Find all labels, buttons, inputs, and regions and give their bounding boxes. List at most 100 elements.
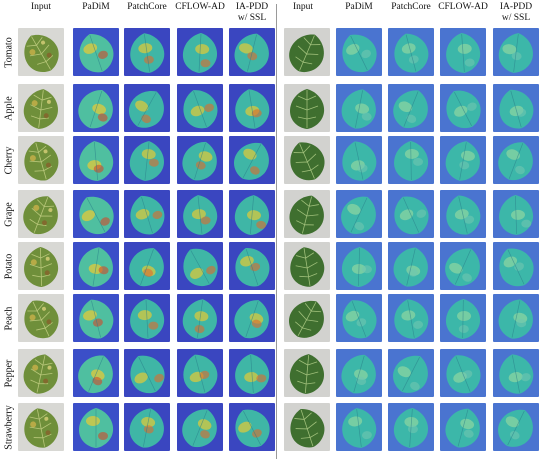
diseased-apple-padim-image xyxy=(73,84,119,132)
healthy-cherry-cflow-ad-image xyxy=(440,136,486,184)
diseased-cherry-input-image xyxy=(18,136,64,184)
healthy-strawberry-cflow-ad-image xyxy=(440,403,486,451)
diseased-strawberry-padim-image xyxy=(73,403,119,451)
row-label-strawberry: Strawberry xyxy=(3,404,15,450)
row-label-cherry: Cherry xyxy=(3,146,15,174)
healthy-potato-input-image xyxy=(284,242,330,290)
column-header-left-4: IA-PDD w/ SSL xyxy=(235,2,269,23)
healthy-grape-padim-image xyxy=(336,190,382,238)
row-label-potato: Potato xyxy=(3,253,15,279)
row-label-tomato: Tomato xyxy=(3,36,15,68)
column-header-right-1: PaDiM xyxy=(345,2,373,12)
diseased-grape-padim-image xyxy=(73,190,119,238)
row-label-peach: Peach xyxy=(3,306,15,330)
healthy-cherry-patchcore-image xyxy=(388,136,434,184)
healthy-apple-padim-image xyxy=(336,84,382,132)
diseased-apple-ia-pdd-image xyxy=(229,84,275,132)
group-divider xyxy=(276,4,277,459)
healthy-apple-cflow-ad-image xyxy=(440,84,486,132)
healthy-grape-patchcore-image xyxy=(388,190,434,238)
diseased-peach-input-image xyxy=(18,294,64,342)
healthy-tomato-input-image xyxy=(284,28,330,76)
diseased-pepper-input-image xyxy=(18,349,64,397)
healthy-peach-patchcore-image xyxy=(388,294,434,342)
diseased-peach-patchcore-image xyxy=(124,294,170,342)
healthy-apple-patchcore-image xyxy=(388,84,434,132)
diseased-peach-ia-pdd-image xyxy=(229,294,275,342)
diseased-cherry-ia-pdd-image xyxy=(229,136,275,184)
diseased-potato-padim-image xyxy=(73,242,119,290)
column-header-right-3: CFLOW-AD xyxy=(438,2,488,12)
healthy-pepper-patchcore-image xyxy=(388,349,434,397)
healthy-grape-cflow-ad-image xyxy=(440,190,486,238)
row-label-apple: Apple xyxy=(3,95,15,121)
healthy-potato-cflow-ad-image xyxy=(440,242,486,290)
healthy-peach-padim-image xyxy=(336,294,382,342)
diseased-pepper-padim-image xyxy=(73,349,119,397)
healthy-strawberry-patchcore-image xyxy=(388,403,434,451)
column-header-left-1: PaDiM xyxy=(82,2,110,12)
diseased-tomato-padim-image xyxy=(73,28,119,76)
healthy-strawberry-input-image xyxy=(284,403,330,451)
diseased-cherry-patchcore-image xyxy=(124,136,170,184)
healthy-tomato-patchcore-image xyxy=(388,28,434,76)
healthy-potato-ia-pdd-image xyxy=(493,242,539,290)
row-label-pepper: Pepper xyxy=(3,359,15,387)
diseased-tomato-ia-pdd-image xyxy=(229,28,275,76)
healthy-peach-ia-pdd-image xyxy=(493,294,539,342)
diseased-peach-padim-image xyxy=(73,294,119,342)
diseased-strawberry-input-image xyxy=(18,403,64,451)
diseased-grape-patchcore-image xyxy=(124,190,170,238)
diseased-potato-patchcore-image xyxy=(124,242,170,290)
diseased-pepper-patchcore-image xyxy=(124,349,170,397)
column-header-left-3: CFLOW-AD xyxy=(175,2,225,12)
diseased-potato-ia-pdd-image xyxy=(229,242,275,290)
healthy-peach-cflow-ad-image xyxy=(440,294,486,342)
diseased-tomato-input-image xyxy=(18,28,64,76)
diseased-peach-cflow-ad-image xyxy=(177,294,223,342)
diseased-apple-patchcore-image xyxy=(124,84,170,132)
healthy-cherry-input-image xyxy=(284,136,330,184)
healthy-tomato-ia-pdd-image xyxy=(493,28,539,76)
diseased-cherry-cflow-ad-image xyxy=(177,136,223,184)
healthy-grape-input-image xyxy=(284,190,330,238)
diseased-apple-cflow-ad-image xyxy=(177,84,223,132)
diseased-grape-cflow-ad-image xyxy=(177,190,223,238)
diseased-tomato-cflow-ad-image xyxy=(177,28,223,76)
healthy-pepper-cflow-ad-image xyxy=(440,349,486,397)
healthy-tomato-cflow-ad-image xyxy=(440,28,486,76)
diseased-grape-ia-pdd-image xyxy=(229,190,275,238)
healthy-cherry-ia-pdd-image xyxy=(493,136,539,184)
column-header-right-2: PatchCore xyxy=(391,2,431,12)
diseased-grape-input-image xyxy=(18,190,64,238)
column-header-right-4: IA-PDD w/ SSL xyxy=(499,2,533,23)
healthy-apple-input-image xyxy=(284,84,330,132)
diseased-pepper-ia-pdd-image xyxy=(229,349,275,397)
healthy-potato-patchcore-image xyxy=(388,242,434,290)
healthy-potato-padim-image xyxy=(336,242,382,290)
diseased-strawberry-ia-pdd-image xyxy=(229,403,275,451)
diseased-potato-cflow-ad-image xyxy=(177,242,223,290)
healthy-tomato-padim-image xyxy=(336,28,382,76)
column-header-left-0: Input xyxy=(30,2,52,12)
diseased-tomato-patchcore-image xyxy=(124,28,170,76)
diseased-strawberry-cflow-ad-image xyxy=(177,403,223,451)
column-header-right-0: Input xyxy=(292,2,314,12)
healthy-pepper-padim-image xyxy=(336,349,382,397)
healthy-apple-ia-pdd-image xyxy=(493,84,539,132)
column-header-left-2: PatchCore xyxy=(127,2,167,12)
row-label-grape: Grape xyxy=(3,201,15,227)
diseased-apple-input-image xyxy=(18,84,64,132)
healthy-pepper-ia-pdd-image xyxy=(493,349,539,397)
healthy-cherry-padim-image xyxy=(336,136,382,184)
healthy-grape-ia-pdd-image xyxy=(493,190,539,238)
healthy-peach-input-image xyxy=(284,294,330,342)
diseased-potato-input-image xyxy=(18,242,64,290)
diseased-cherry-padim-image xyxy=(73,136,119,184)
diseased-pepper-cflow-ad-image xyxy=(177,349,223,397)
healthy-pepper-input-image xyxy=(284,349,330,397)
healthy-strawberry-padim-image xyxy=(336,403,382,451)
healthy-strawberry-ia-pdd-image xyxy=(493,403,539,451)
diseased-strawberry-patchcore-image xyxy=(124,403,170,451)
